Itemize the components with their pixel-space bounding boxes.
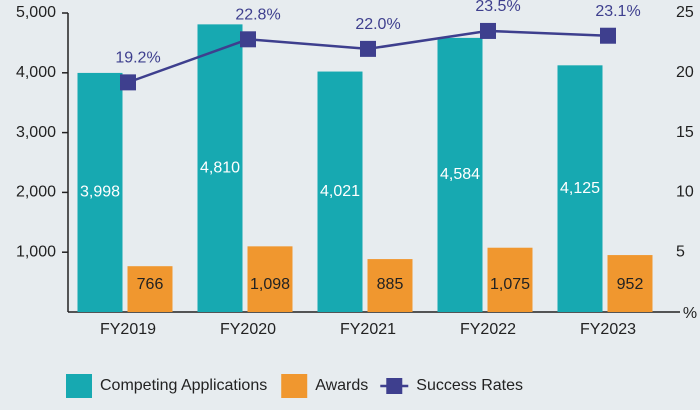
- bar-value-label: 4,584: [440, 166, 480, 183]
- line-value-label: 19.2%: [115, 50, 160, 67]
- bar-value-label: 952: [617, 276, 644, 293]
- bar-value-label: 3,998: [80, 184, 120, 201]
- legend-swatch: [66, 374, 92, 398]
- line-value-label: 23.1%: [595, 3, 640, 20]
- bar: [437, 37, 483, 312]
- bar: [247, 246, 293, 312]
- line-marker: [480, 22, 496, 39]
- bar: [127, 266, 173, 312]
- y2-axis-label: %: [683, 305, 697, 322]
- bar: [197, 24, 243, 312]
- x-tick-label: FY2023: [580, 321, 636, 338]
- legend-label: Awards: [315, 377, 368, 394]
- line-value-label: 22.8%: [235, 7, 280, 24]
- bar: [487, 247, 533, 312]
- y-tick-label: 3,000: [16, 124, 56, 141]
- y2-tick-label: 25: [676, 4, 694, 21]
- legend-swatch: [281, 374, 308, 398]
- y2-tick-label: 10: [676, 184, 694, 201]
- bar-value-label: 4,125: [560, 180, 600, 197]
- x-tick-label: FY2020: [220, 321, 276, 338]
- y-tick-label: 5,000: [16, 4, 56, 21]
- x-tick-label: FY2019: [100, 321, 156, 338]
- line-value-label: 22.0%: [355, 16, 400, 33]
- bar-value-label: 1,075: [490, 276, 530, 293]
- y2-tick-label: 15: [676, 124, 694, 141]
- legend-label: Success Rates: [416, 377, 523, 394]
- bar: [317, 71, 363, 313]
- y-tick-label: 1,000: [16, 243, 56, 260]
- y-tick-label: 2,000: [16, 184, 56, 201]
- y2-tick-label: 5: [676, 243, 685, 260]
- bar-value-label: 4,810: [200, 159, 240, 176]
- bar-value-label: 1,098: [250, 276, 290, 293]
- bar: [607, 255, 653, 312]
- bar: [557, 65, 603, 312]
- line-value-label: 23.5%: [475, 0, 520, 15]
- line-marker: [600, 27, 616, 44]
- legend-label: Competing Applications: [100, 377, 267, 394]
- bar-value-label: 766: [137, 276, 164, 293]
- x-tick-label: FY2022: [460, 321, 516, 338]
- x-tick-label: FY2021: [340, 321, 396, 338]
- y-tick-label: 4,000: [16, 64, 56, 81]
- line-marker: [120, 74, 136, 91]
- line-marker: [360, 40, 376, 57]
- bar: [77, 72, 123, 312]
- legend-swatch: [386, 378, 403, 394]
- bar-value-label: 4,021: [320, 183, 360, 200]
- line-marker: [240, 31, 256, 48]
- y2-tick-label: 20: [676, 64, 694, 81]
- bar-value-label: 885: [377, 276, 404, 293]
- bar: [367, 259, 413, 312]
